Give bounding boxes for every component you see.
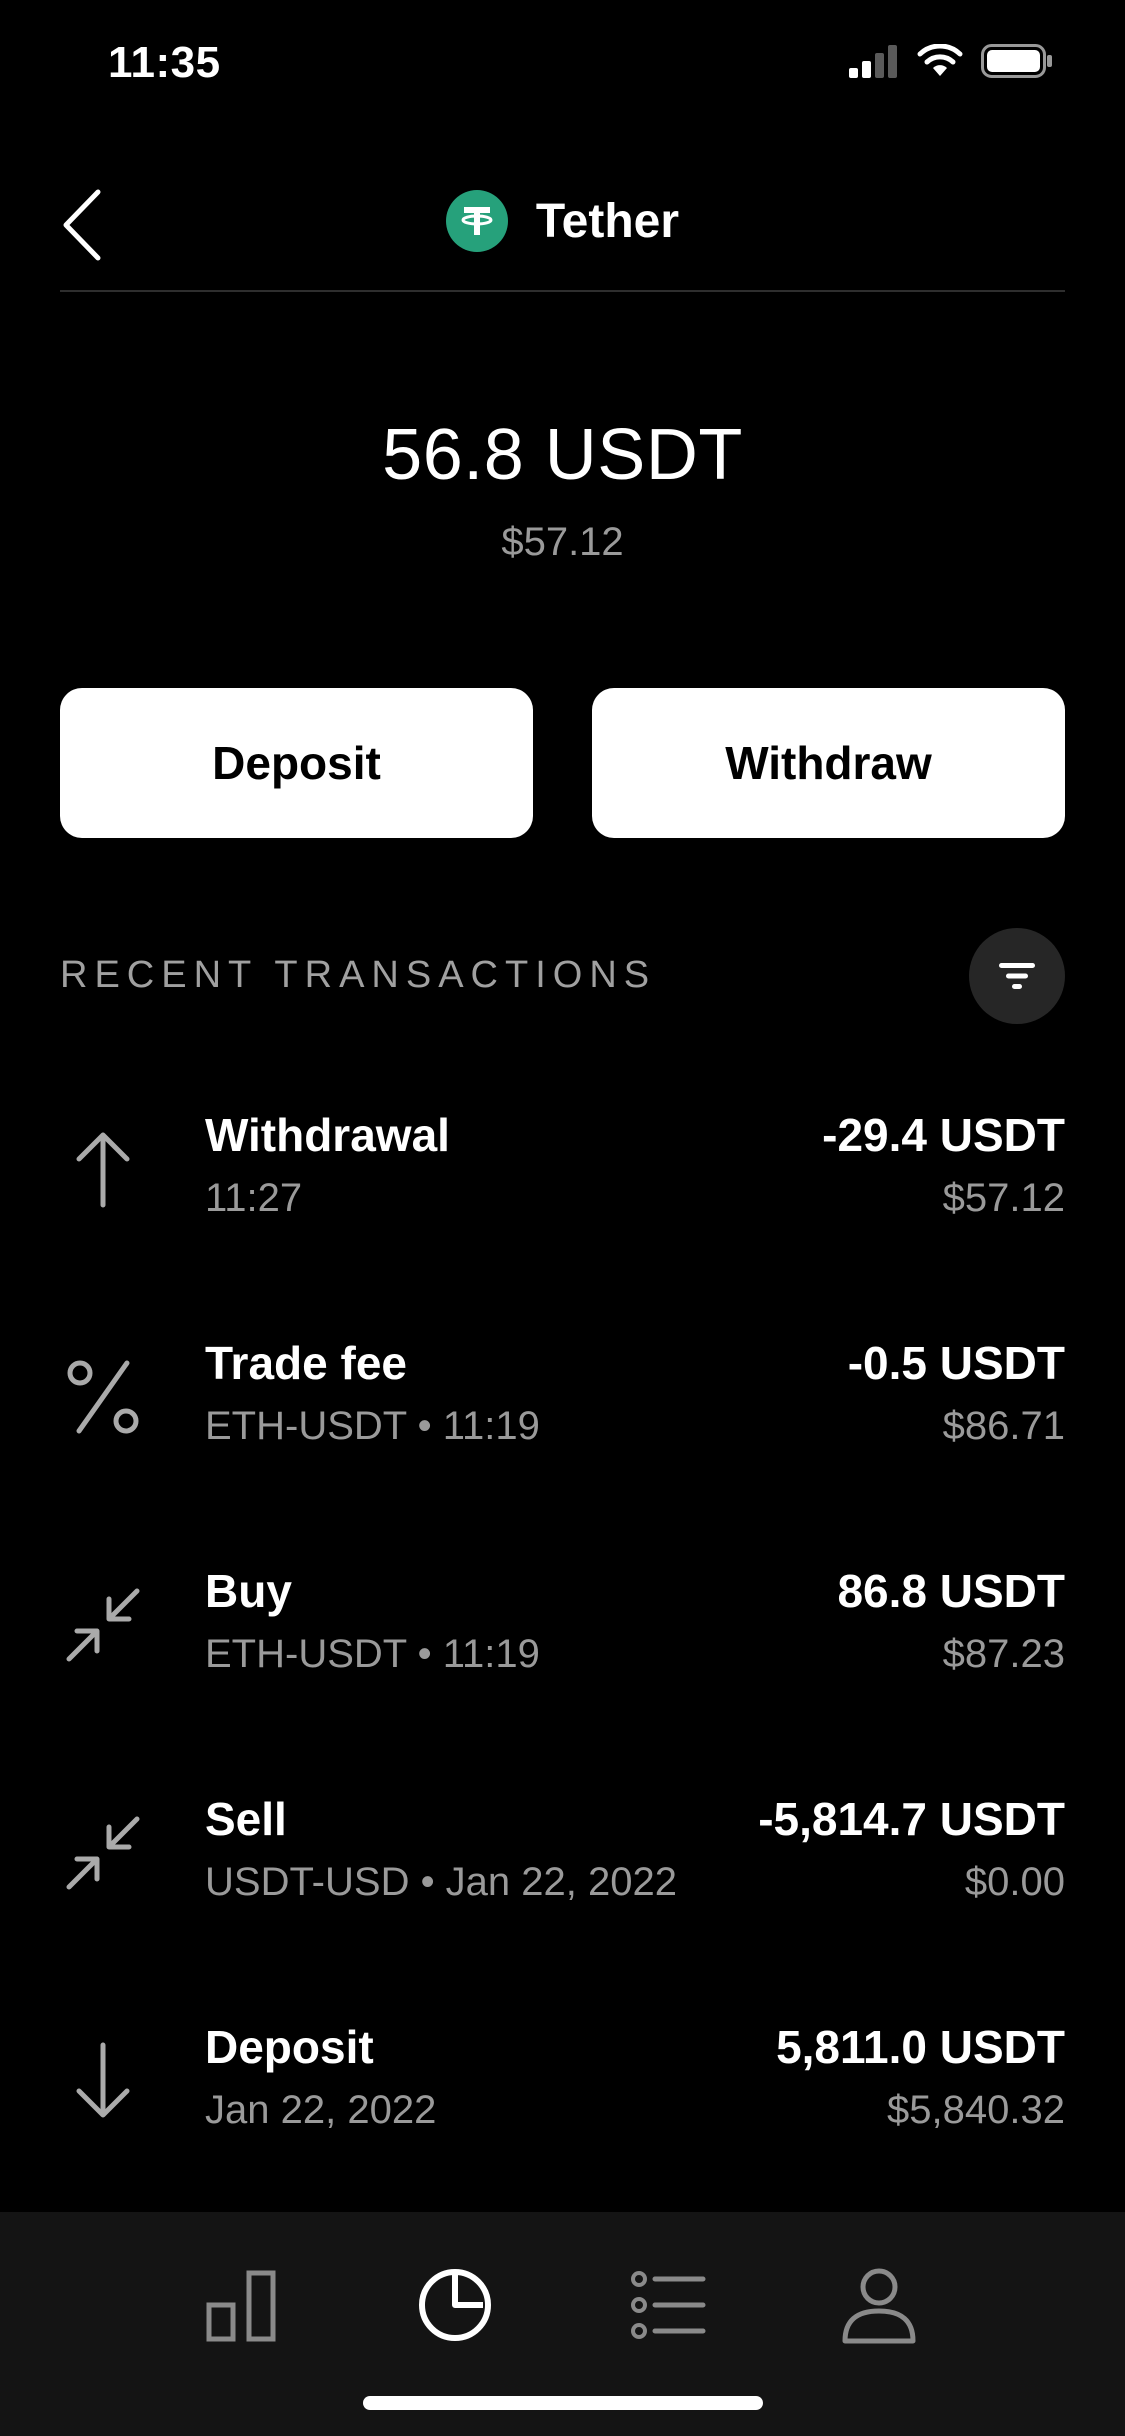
back-button[interactable] <box>60 180 120 270</box>
transaction-title: Deposit <box>205 2021 374 2073</box>
arrow-up-icon <box>60 1126 146 1212</box>
transaction-subtitle: USDT-USD • Jan 22, 2022 <box>205 1860 677 1904</box>
wifi-icon <box>917 44 963 76</box>
balance-amount: 56.8 USDT <box>382 415 743 495</box>
tab-markets[interactable] <box>198 2260 288 2350</box>
transaction-fiat: $57.12 <box>942 1176 1065 1220</box>
transaction-subtitle: 11:27 <box>205 1176 303 1220</box>
withdraw-button[interactable]: Withdraw <box>592 688 1065 838</box>
trade-arrows-icon <box>60 1810 146 1896</box>
battery-icon <box>981 44 1052 78</box>
balance: 56.8 USDT $57.12 <box>0 414 1125 565</box>
transaction-amount: -5,814.7 USDT <box>758 1793 1065 1845</box>
transaction-row[interactable]: Trade fee ETH-USDT • 11:19 -0.5 USDT $86… <box>60 1296 1065 1524</box>
transaction-row[interactable]: Deposit Jan 22, 2022 5,811.0 USDT $5,840… <box>60 1980 1065 2208</box>
transaction-amount: -0.5 USDT <box>847 1337 1065 1389</box>
transaction-subtitle: ETH-USDT • 11:19 <box>205 1632 540 1676</box>
tether-logo-icon <box>445 190 508 252</box>
transaction-list: Withdrawal 11:27 -29.4 USDT $57.12 Trade… <box>60 1068 1065 2208</box>
transaction-row[interactable]: Buy ETH-USDT • 11:19 86.8 USDT $87.23 <box>60 1524 1065 1752</box>
balance-fiat-value: $57.12 <box>501 520 624 564</box>
status-time: 11:35 <box>108 38 221 87</box>
signal-icon <box>849 45 897 78</box>
filter-icon <box>999 963 1035 989</box>
transaction-amount: 86.8 USDT <box>837 1565 1065 1617</box>
transaction-row[interactable]: Withdrawal 11:27 -29.4 USDT $57.12 <box>60 1068 1065 1296</box>
transaction-fiat: $86.71 <box>942 1404 1065 1448</box>
transaction-fiat: $5,840.32 <box>887 2088 1065 2132</box>
transaction-subtitle: Jan 22, 2022 <box>205 2088 437 2132</box>
pie-chart-icon <box>419 2269 491 2341</box>
arrow-down-icon <box>60 2038 146 2124</box>
action-buttons: Deposit Withdraw <box>60 688 1065 838</box>
status-icons <box>849 44 1053 78</box>
transaction-amount: 5,811.0 USDT <box>776 2021 1065 2073</box>
transaction-title: Buy <box>205 1565 292 1617</box>
chevron-left-icon <box>63 189 101 261</box>
transaction-fiat: $0.00 <box>964 1860 1065 1904</box>
transaction-row[interactable]: Sell USDT-USD • Jan 22, 2022 -5,814.7 US… <box>60 1752 1065 1980</box>
transaction-title: Trade fee <box>205 1337 407 1389</box>
header: Tether <box>60 160 1065 292</box>
status-bar: 11:35 <box>0 0 1125 130</box>
list-icon <box>631 2271 706 2339</box>
profile-icon <box>842 2268 916 2344</box>
tab-portfolio[interactable] <box>410 2260 500 2350</box>
home-indicator <box>363 2396 763 2410</box>
deposit-button[interactable]: Deposit <box>60 688 533 838</box>
bar-chart-icon <box>206 2270 276 2342</box>
transaction-fiat: $87.23 <box>942 1632 1065 1676</box>
transaction-title: Sell <box>205 1793 287 1845</box>
page-title: Tether <box>535 194 680 248</box>
section-title: RECENT TRANSACTIONS <box>60 954 657 996</box>
transaction-amount: -29.4 USDT <box>822 1109 1065 1161</box>
trade-arrows-icon <box>60 1582 146 1668</box>
filter-button[interactable] <box>969 928 1065 1024</box>
tab-profile[interactable] <box>834 2260 924 2350</box>
header-center: Tether <box>60 190 1065 252</box>
transaction-title: Withdrawal <box>205 1109 450 1161</box>
tab-activity[interactable] <box>622 2260 712 2350</box>
transaction-subtitle: ETH-USDT • 11:19 <box>205 1404 540 1448</box>
percent-icon <box>60 1354 146 1440</box>
